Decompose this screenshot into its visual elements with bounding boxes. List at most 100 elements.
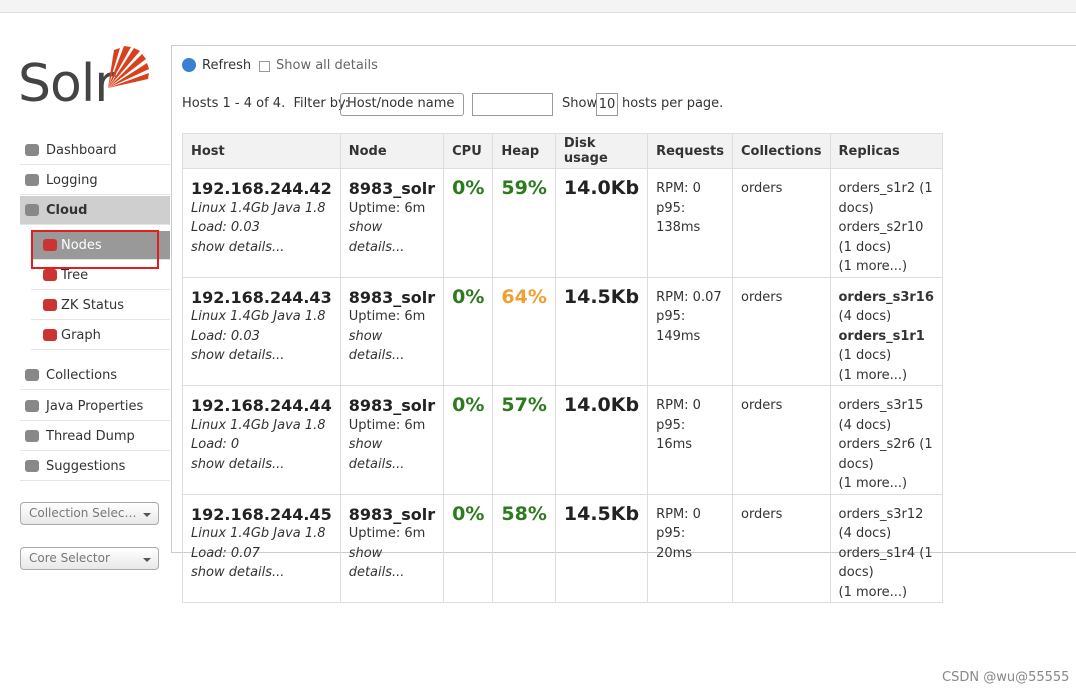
- node-name: 8983_solr: [348, 396, 436, 415]
- show-details[interactable]: show details...: [348, 545, 405, 581]
- nav-icon: [25, 204, 39, 216]
- column-header: CPU: [443, 133, 494, 169]
- disk-cell: 14.0Kb: [554, 385, 649, 495]
- nav-item[interactable]: Cloud: [20, 196, 170, 225]
- nav-item[interactable]: Thread Dump: [20, 422, 170, 451]
- nav-label: Logging: [46, 173, 98, 188]
- nav-icon: [43, 239, 57, 251]
- replica[interactable]: orders_s3r15 (4 docs): [839, 396, 934, 435]
- nav-item[interactable]: Suggestions: [20, 452, 170, 481]
- show-details[interactable]: show details...: [191, 565, 285, 580]
- heap: 59%: [501, 177, 547, 199]
- nav-icon: [25, 400, 39, 412]
- filter-input[interactable]: [472, 93, 553, 116]
- node-name: 8983_solr: [348, 179, 436, 198]
- show-details[interactable]: show details...: [191, 348, 285, 363]
- nav-item[interactable]: Collections: [20, 361, 170, 390]
- show-details[interactable]: show details...: [348, 437, 405, 472]
- replica[interactable]: orders_s3r12 (4 docs): [839, 505, 934, 544]
- filter-select[interactable]: Host/node name: [340, 93, 464, 116]
- nav-item[interactable]: Dashboard: [20, 136, 170, 165]
- disk: 14.0Kb: [563, 177, 640, 199]
- refresh-icon[interactable]: [182, 58, 196, 72]
- show-details[interactable]: show details...: [191, 239, 285, 255]
- host-load: Load: 0.07: [191, 545, 260, 561]
- show-details[interactable]: show details...: [191, 456, 285, 472]
- selector[interactable]: Collection Selec…: [20, 502, 159, 525]
- more-replicas[interactable]: (1 more...): [838, 367, 908, 383]
- host-os: Linux 1.4Gb Java 1.8: [191, 417, 326, 433]
- host-row: 192.168.244.42 Linux 1.4Gb Java 1.8 Load: …: [182, 168, 943, 278]
- nav-item[interactable]: Java Properties: [20, 392, 170, 421]
- requests-cell: RPM: 0 p95: 138ms: [647, 168, 733, 278]
- cpu-cell: 0%: [443, 493, 494, 603]
- show-details[interactable]: show details...: [348, 220, 405, 255]
- uptime: Uptime: 6m: [348, 526, 426, 541]
- nav-icon: [43, 269, 57, 281]
- p95: p95: 138ms: [656, 200, 701, 236]
- nav-item[interactable]: Tree: [31, 261, 170, 290]
- more-replicas[interactable]: (1 more...): [838, 259, 908, 274]
- nav-icon: [25, 369, 39, 381]
- more-replicas[interactable]: (1 more...): [838, 584, 908, 600]
- nav-item[interactable]: Nodes: [31, 231, 170, 260]
- collection[interactable]: orders: [740, 506, 783, 522]
- more-replicas[interactable]: (1 more...): [838, 476, 908, 491]
- nav-item[interactable]: Logging: [20, 166, 170, 195]
- show-label: Show: [562, 96, 598, 111]
- collection[interactable]: orders: [740, 398, 783, 413]
- nav-icon: [25, 430, 39, 442]
- replica-docs: (4 docs): [838, 417, 892, 433]
- cpu: 0%: [452, 502, 485, 525]
- requests-cell: RPM: 0.07 p95: 149ms: [647, 276, 733, 386]
- host-load: Load: 0.03: [191, 328, 260, 344]
- host-load: Load: 0: [191, 437, 240, 452]
- collection[interactable]: orders: [740, 181, 783, 196]
- replica[interactable]: orders_s3r16 (4 docs): [839, 288, 934, 327]
- nav-label: Suggestions: [46, 459, 126, 474]
- column-header: Replicas: [829, 133, 943, 169]
- nav-label: ZK Status: [61, 298, 124, 313]
- nav-icon: [25, 174, 39, 186]
- replica-docs: (1 docs): [838, 545, 933, 581]
- show-all-details[interactable]: Show all details: [276, 58, 378, 73]
- filter-label: Filter by:: [293, 96, 350, 111]
- header-row: Host Node CPU Heap Disk usage Requests Collect…: [182, 133, 943, 169]
- nav-label: Java Properties: [46, 399, 144, 414]
- nav-label: Graph: [61, 328, 101, 343]
- show-details[interactable]: show details...: [348, 328, 405, 364]
- nav-icon: [25, 460, 39, 472]
- replica[interactable]: orders_s1r4 (1 docs): [839, 544, 934, 583]
- replica-name: orders_s2r6: [838, 437, 916, 452]
- refresh[interactable]: Refresh: [202, 58, 252, 73]
- logo-icon: [108, 46, 149, 88]
- node-cell: 8983_solr Uptime: 6m show details...: [339, 493, 445, 603]
- per-page-input[interactable]: 10: [596, 93, 618, 116]
- collection[interactable]: orders: [740, 289, 783, 305]
- host-ip: 192.168.244.42: [191, 179, 332, 198]
- selector[interactable]: Core Selector: [20, 547, 159, 570]
- nav-item[interactable]: Graph: [31, 321, 170, 350]
- column-header: Requests: [647, 133, 733, 169]
- host-row: 192.168.244.44 Linux 1.4Gb Java 1.8 Load: …: [182, 385, 943, 495]
- replica[interactable]: orders_s1r1 (1 docs): [839, 327, 934, 366]
- node-cell: 8983_solr Uptime: 6m show details...: [339, 276, 445, 386]
- node-name: 8983_solr: [348, 504, 436, 524]
- heap-cell: 64%: [492, 276, 556, 386]
- host-cell: 192.168.244.45 Linux 1.4Gb Java 1.8 Load: …: [182, 493, 341, 603]
- node-name: 8983_solr: [348, 287, 436, 307]
- disk: 14.0Kb: [563, 394, 640, 416]
- nav-icon: [43, 299, 57, 311]
- nav-item[interactable]: ZK Status: [31, 291, 170, 320]
- nav-label: Tree: [61, 268, 89, 283]
- cpu: 0%: [452, 177, 485, 199]
- cpu: 0%: [452, 394, 485, 416]
- replica-docs: (4 docs): [838, 309, 892, 324]
- column-header: Host: [182, 133, 341, 169]
- replica[interactable]: orders_s1r2 (1 docs): [839, 179, 934, 218]
- replica[interactable]: orders_s2r6 (1 docs): [839, 435, 934, 474]
- requests-cell: RPM: 0 p95: 16ms: [647, 385, 733, 495]
- node-cell: 8983_solr Uptime: 6m show details...: [339, 168, 445, 278]
- checkbox[interactable]: [259, 61, 270, 72]
- replica[interactable]: orders_s2r10 (1 docs): [839, 218, 934, 257]
